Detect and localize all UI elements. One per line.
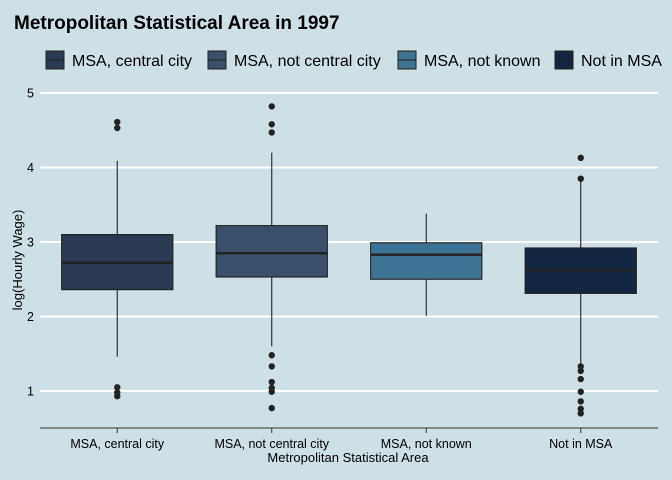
outlier-point bbox=[577, 367, 584, 375]
box-group bbox=[215, 103, 328, 412]
box bbox=[215, 225, 328, 278]
legend: MSA, central city MSA, not central city MS… bbox=[45, 50, 662, 70]
outlier-point bbox=[577, 375, 584, 383]
outlier-point bbox=[268, 388, 275, 395]
legend-label: MSA, not central city bbox=[234, 53, 381, 70]
box-group bbox=[61, 118, 174, 400]
outlier-point bbox=[268, 352, 275, 359]
outlier-point bbox=[268, 363, 275, 370]
legend-label: MSA, central city bbox=[72, 53, 192, 70]
y-tick-label: 2 bbox=[27, 310, 34, 324]
outlier-point bbox=[577, 410, 584, 417]
y-tick-label: 5 bbox=[27, 87, 34, 101]
outlier-point bbox=[268, 129, 275, 136]
outlier-point bbox=[577, 398, 584, 405]
box bbox=[370, 242, 483, 280]
outlier-point bbox=[268, 103, 275, 110]
outlier-point bbox=[268, 121, 275, 128]
y-axis-title: log(Hourly Wage) bbox=[10, 210, 25, 311]
outlier-point bbox=[114, 124, 121, 132]
outlier-point bbox=[268, 404, 275, 412]
legend-label: Not in MSA bbox=[581, 53, 662, 70]
x-tick-label: MSA, not known bbox=[381, 437, 472, 451]
x-tick-label: MSA, not central city bbox=[214, 437, 329, 451]
y-tick-label: 1 bbox=[27, 385, 34, 399]
x-tick-label: MSA, central city bbox=[70, 437, 165, 451]
legend-label: MSA, not known bbox=[424, 53, 541, 70]
outlier-point bbox=[114, 393, 121, 400]
outlier-point bbox=[577, 388, 584, 395]
y-tick-label: 3 bbox=[27, 236, 34, 250]
chart-title: Metropolitan Statistical Area in 1997 bbox=[14, 13, 340, 34]
x-tick-label: Not in MSA bbox=[549, 437, 613, 451]
y-axis-ticks: 1 2 3 4 5 bbox=[27, 87, 34, 399]
outlier-point bbox=[577, 154, 584, 162]
outlier-point bbox=[577, 363, 584, 370]
box-series bbox=[61, 103, 637, 417]
x-axis-ticks: MSA, central city MSA, not central city MS… bbox=[70, 428, 613, 451]
x-axis-title: Metropolitan Statistical Area bbox=[267, 450, 429, 465]
box-group bbox=[524, 154, 637, 417]
outlier-point bbox=[114, 118, 121, 126]
outlier-point bbox=[114, 384, 121, 391]
outlier-point bbox=[577, 175, 584, 182]
outlier-point bbox=[577, 405, 584, 413]
box-group bbox=[370, 213, 483, 316]
outlier-point bbox=[268, 378, 275, 386]
y-tick-label: 4 bbox=[27, 161, 34, 175]
